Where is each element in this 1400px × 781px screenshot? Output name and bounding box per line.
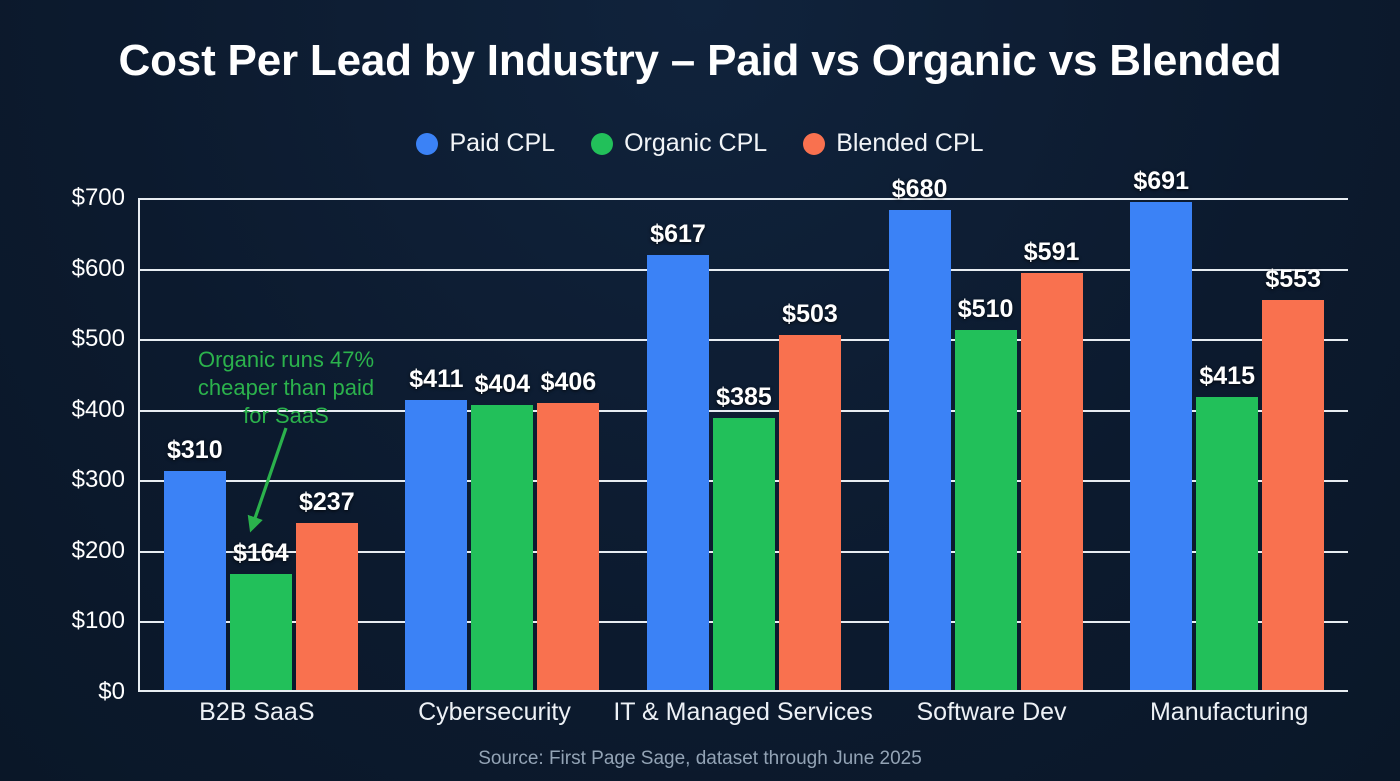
bar-group: $680 $510 $591 — [865, 175, 1107, 690]
bar-group: $310 $164 $237 — [140, 198, 382, 690]
bar[interactable] — [1130, 202, 1193, 690]
annotation-line-1: Organic runs 47% — [197, 347, 375, 372]
bar-column: $406 — [537, 198, 600, 690]
x-axis-label: Manufacturing — [1149, 698, 1309, 726]
bar-group: $411 $404 $406 — [382, 198, 624, 690]
bar-value-label: $553 — [1265, 264, 1321, 293]
gridline — [140, 339, 1348, 342]
source-caption: Source: First Page Sage, dataset through… — [478, 748, 922, 769]
bar-column: $385 — [712, 198, 775, 690]
x-axis-label: B2B SaaS — [199, 698, 315, 726]
x-axis-label: Software Dev — [916, 698, 1067, 726]
bar-column: $617 — [646, 198, 709, 690]
bar[interactable] — [778, 335, 841, 690]
bar-value-label: $406 — [540, 368, 597, 397]
bar-groups: $310 $164 $237 $411 $404 $406 $617 $385 $503 $680… — [140, 167, 1348, 690]
y-axis-tick-label: $500 — [71, 325, 125, 353]
plot-area: $310 $164 $237 $411 $404 $406 $617 $385 $503 $680… — [138, 167, 1348, 692]
bar[interactable] — [712, 418, 775, 690]
bar-value-label: $680 — [891, 175, 948, 204]
bar-column: $680 — [888, 175, 951, 690]
bar-group: $617 $385 $503 — [623, 198, 865, 690]
y-axis-tick-label: $200 — [71, 536, 125, 564]
bar-column: $510 — [954, 198, 1017, 690]
bar[interactable] — [1020, 272, 1083, 690]
bar-column: $404 — [471, 198, 534, 690]
bar-column: $411 — [405, 198, 468, 690]
y-axis-tick-label: $400 — [71, 395, 125, 423]
legend-item-organic-cpl[interactable]: Organic CPL — [591, 129, 767, 158]
x-axis-labels: B2B SaaS Cybersecurity IT & Managed Servic… — [138, 698, 1348, 727]
legend-item-paid-cpl[interactable]: Paid CPL — [416, 129, 555, 158]
bar-value-label: $415 — [1199, 362, 1255, 391]
legend-swatch-icon — [416, 132, 439, 155]
bar-value-label: $164 — [232, 539, 289, 568]
bar-value-label: $237 — [298, 487, 355, 516]
bar-value-label: $617 — [650, 219, 706, 248]
legend-label: Organic CPL — [624, 129, 768, 157]
bar[interactable] — [954, 330, 1017, 690]
bar-value-label: $503 — [782, 300, 838, 329]
bar-group: $691 $415 $553 — [1106, 167, 1348, 690]
bar-column: $415 — [1196, 198, 1259, 690]
bar[interactable] — [888, 210, 951, 690]
y-axis-tick-label: $300 — [71, 466, 125, 494]
bar-column: $237 — [295, 198, 358, 690]
bar[interactable] — [163, 471, 226, 690]
bar-value-label: $310 — [166, 436, 223, 465]
bar-column: $691 — [1130, 167, 1193, 690]
bar-column: $503 — [778, 198, 841, 690]
legend-swatch-icon — [803, 132, 826, 155]
annotation-line-2: cheaper than paid — [197, 375, 375, 401]
gridline — [140, 198, 1348, 200]
y-axis-tick-label: $0 — [98, 678, 125, 705]
y-axis-tick-label: $100 — [71, 607, 125, 635]
legend-label: Blended CPL — [836, 129, 984, 157]
gridline — [140, 409, 1348, 412]
bar-column: $310 — [163, 198, 226, 690]
page-title: Cost Per Lead by Industry – Paid vs Orga… — [118, 36, 1282, 85]
bar-value-label: $691 — [1133, 167, 1189, 196]
x-axis-label: IT & Managed Services — [613, 698, 873, 726]
bar[interactable] — [295, 522, 358, 690]
gridline — [140, 268, 1348, 271]
bar[interactable] — [1262, 299, 1325, 690]
bar-value-label: $510 — [957, 295, 1014, 324]
bar-value-label: $404 — [474, 369, 531, 398]
bar-value-label: $411 — [409, 364, 464, 393]
bar-column: $553 — [1262, 198, 1325, 690]
y-axis-tick-label: $600 — [71, 254, 125, 282]
legend-item-blended-cpl[interactable]: Blended CPL — [803, 129, 984, 158]
x-axis-label: Cybersecurity — [418, 698, 571, 726]
bar[interactable] — [229, 574, 292, 690]
y-axis-tick-label: $700 — [71, 184, 125, 211]
bar[interactable] — [646, 254, 709, 690]
bar-column: $591 — [1020, 198, 1083, 690]
bar-value-label: $385 — [716, 383, 772, 412]
annotation-text: Organic runs 47% cheaper than paid for S… — [186, 346, 386, 430]
chart-legend: Paid CPL Organic CPL Blended CPL — [0, 129, 1400, 158]
legend-label: Paid CPL — [449, 129, 556, 157]
bar[interactable] — [537, 403, 600, 690]
legend-swatch-icon — [591, 132, 614, 155]
bar[interactable] — [1196, 397, 1259, 690]
bar-value-label: $591 — [1023, 237, 1080, 266]
bar[interactable] — [471, 404, 534, 690]
bar-column: $164 — [229, 198, 292, 690]
annotation-line-3: for SaaS — [243, 403, 329, 429]
bar[interactable] — [405, 399, 468, 690]
